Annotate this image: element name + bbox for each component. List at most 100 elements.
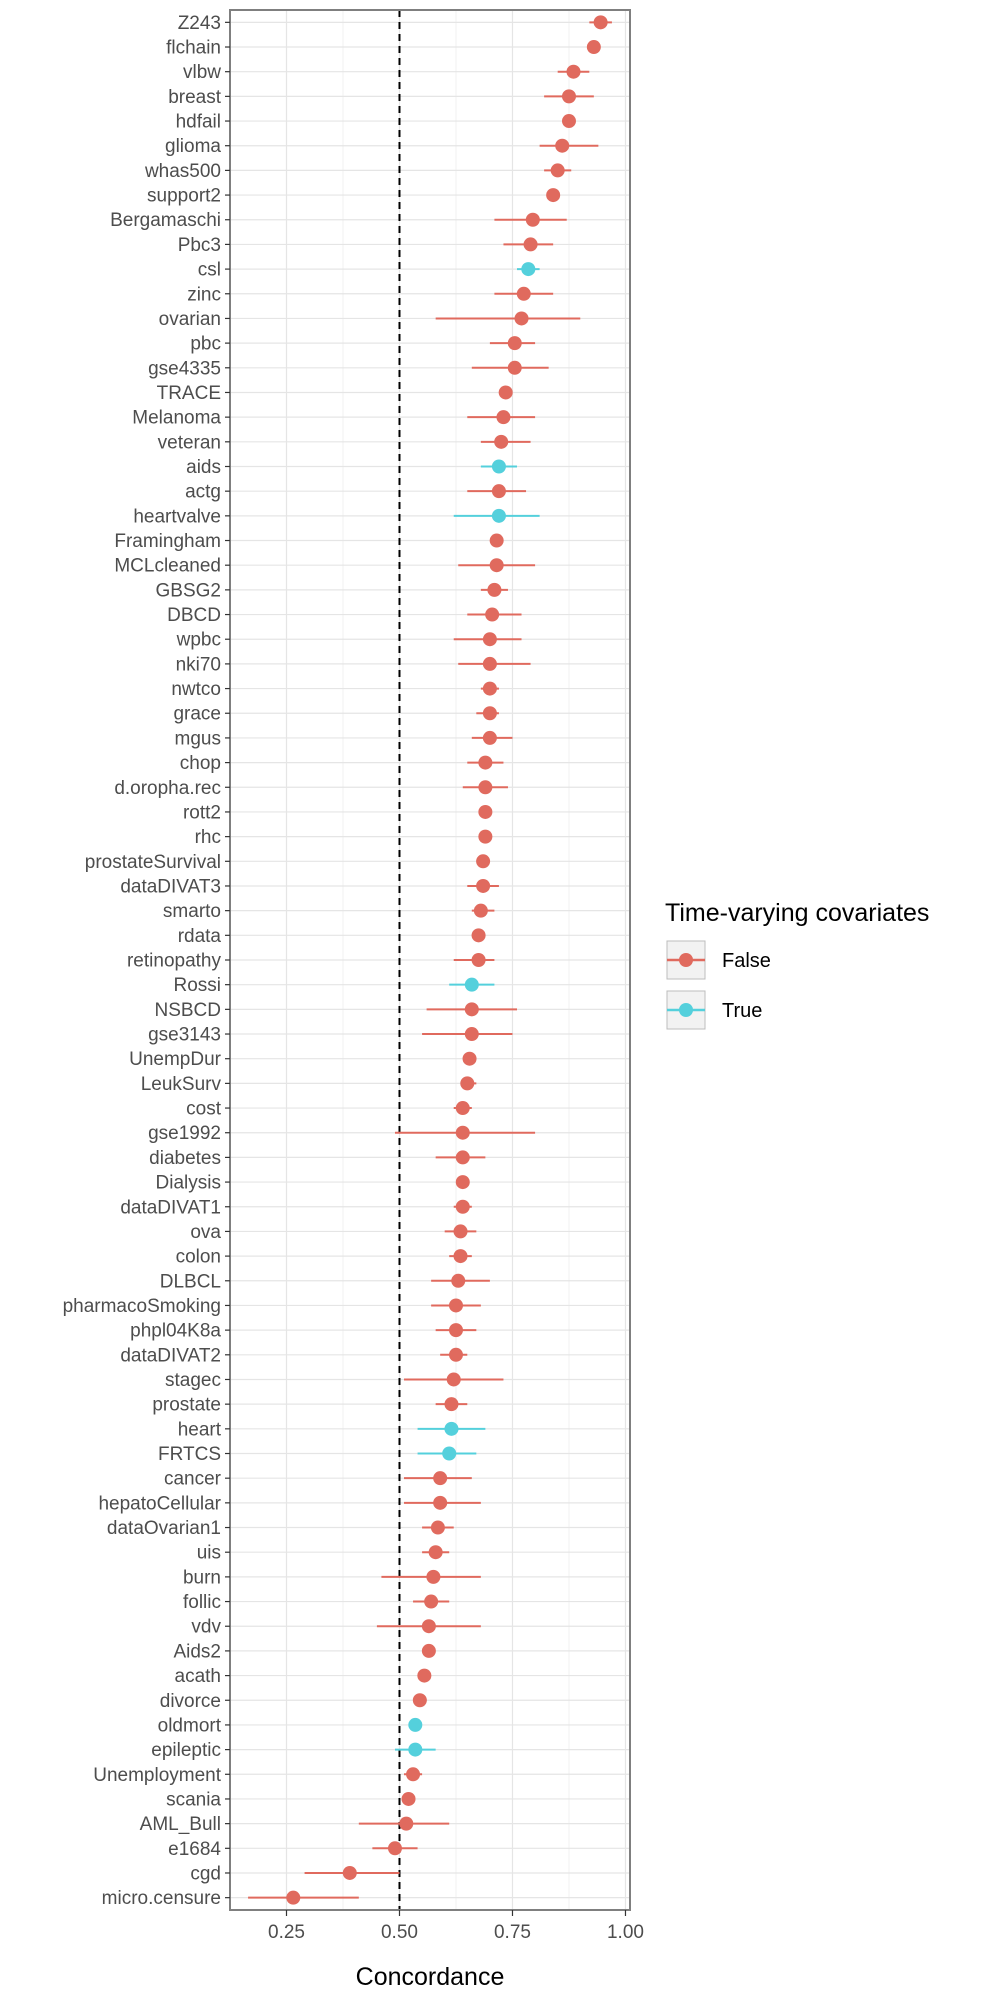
y-tick-label: divorce [160,1691,221,1712]
estimate-point [464,1027,479,1042]
y-tick-label: heartvalve [133,506,221,527]
estimate-point [476,854,491,869]
estimate-point [421,1619,436,1634]
estimate-point [464,1002,479,1017]
estimate-point [491,508,506,523]
estimate-point [525,212,540,227]
legend-entry-false: False [666,940,771,980]
estimate-point [491,484,506,499]
x-axis-title: Concordance [356,1963,505,1991]
y-tick-label: UnempDur [129,1049,222,1070]
estimate-point [482,681,497,696]
estimate-point [408,1742,423,1757]
data-marks [248,15,612,1905]
estimate-point [478,755,493,770]
y-tick-label: nwtco [171,679,221,700]
y-tick-label: nki70 [176,654,221,675]
estimate-point [555,138,570,153]
estimate-point [586,40,601,55]
estimate-point [451,1273,466,1288]
y-tick-label: FRTCS [158,1444,221,1465]
y-tick-label: GBSG2 [156,580,221,601]
estimate-point [478,780,493,795]
y-tick-label: support2 [147,186,221,207]
y-tick-label: hdfail [176,112,221,133]
x-tick-label: 0.75 [494,1922,531,1943]
estimate-point [399,1816,414,1831]
y-tick-label: heart [178,1419,222,1440]
legend-dot-false [679,953,693,967]
legend-title: Time-varying covariates [665,899,929,927]
y-tick-label: rdata [178,926,222,947]
estimate-point [401,1791,416,1806]
y-tick-label: Z243 [178,13,221,34]
estimate-point [476,878,491,893]
estimate-point [489,533,504,548]
legend-label-true: True [722,1000,762,1022]
estimate-point [593,15,608,30]
estimate-point [471,928,486,943]
y-tick-label: ovarian [159,309,221,330]
legend-label-false: False [722,950,771,972]
estimate-point [521,262,536,277]
estimate-point [471,953,486,967]
estimate-point [453,1224,468,1239]
y-axis-labels: Z243 flchain vlbw breast hdfail glioma whas500… [63,13,230,1909]
y-tick-label: retinopathy [127,951,222,972]
y-tick-label: veteran [158,432,221,453]
y-tick-label: NSBCD [154,1000,221,1021]
y-tick-label: pbc [190,334,221,355]
y-tick-label: dataDIVAT2 [120,1345,221,1366]
y-tick-label: Framingham [114,531,221,552]
estimate-point [473,903,488,918]
y-tick-label: e1684 [168,1839,221,1860]
y-tick-label: acath [175,1666,221,1687]
y-tick-label: AML_Bull [140,1814,221,1835]
y-tick-label: actg [185,482,221,503]
y-tick-label: rhc [195,827,221,848]
estimate-point [444,1421,459,1436]
y-tick-label: d.oropha.rec [114,778,221,799]
y-tick-label: Pbc3 [178,235,221,256]
y-tick-label: Unemployment [93,1765,221,1786]
estimate-point [561,114,576,129]
estimate-point [516,286,531,301]
y-tick-label: flchain [166,38,221,59]
y-tick-label: pharmacoSmoking [63,1296,221,1317]
estimate-point [286,1890,301,1905]
y-tick-label: wpbc [176,630,221,651]
estimate-point [455,1125,470,1140]
estimate-point [417,1668,432,1683]
y-tick-label: hepatoCellular [98,1493,221,1514]
estimate-point [507,336,522,351]
estimate-point [514,311,529,326]
x-axis-ticks: 0.25 0.50 0.75 1.00 [268,1910,644,1943]
estimate-point [482,706,497,721]
y-tick-label: stagec [165,1370,221,1391]
estimate-point [462,1051,477,1066]
estimate-point [498,385,513,400]
y-tick-label: TRACE [157,383,221,404]
estimate-point [442,1446,457,1461]
estimate-point [448,1347,463,1362]
estimate-point [412,1693,427,1708]
estimate-point [421,1643,436,1658]
estimate-point [455,1150,470,1165]
y-tick-label: micro.censure [102,1888,221,1909]
y-tick-label: colon [176,1247,221,1268]
y-tick-label: Bergamaschi [110,210,221,231]
y-tick-label: gse3143 [148,1025,221,1046]
y-tick-label: DBCD [167,605,221,626]
y-tick-label: cost [186,1099,222,1120]
estimate-point [485,607,500,622]
estimate-point [550,163,565,178]
y-tick-label: gse4335 [148,358,221,379]
estimate-point [489,558,504,573]
estimate-point [453,1249,468,1264]
estimate-point [430,1520,445,1535]
y-tick-label: aids [186,457,221,478]
y-tick-label: prostate [152,1395,221,1416]
y-tick-label: vdv [191,1617,221,1638]
legend: Time-varying covariates False True [665,899,929,1030]
estimate-point [455,1199,470,1214]
